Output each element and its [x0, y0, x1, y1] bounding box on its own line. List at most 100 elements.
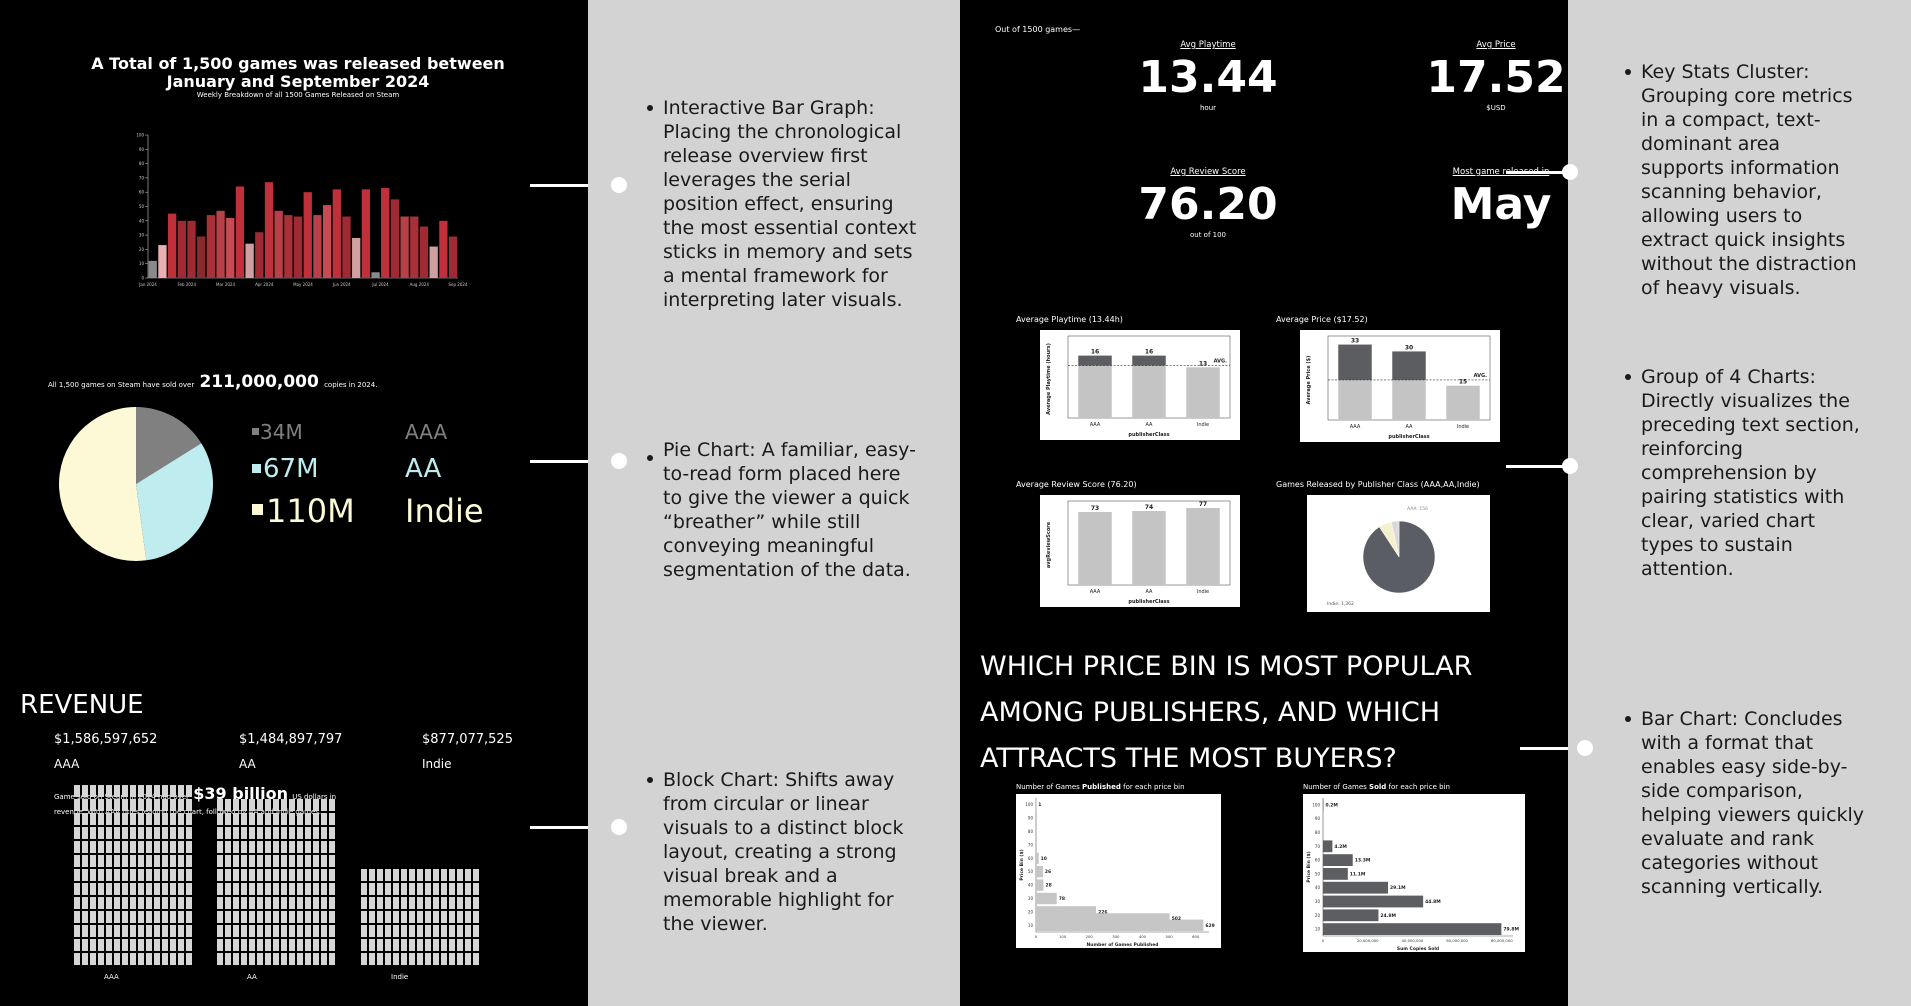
week-bar [400, 216, 409, 278]
weekly-overview-panel: A Total of 1,500 games was released betw… [0, 0, 618, 1006]
y-tick-label: 80 [1028, 829, 1034, 834]
avg-price-bar-chart[interactable]: 33 AAA 30 AA 15 Indie AVG. publisherClass Averag… [1300, 330, 1500, 442]
week-bar [410, 216, 419, 278]
revenue-block [186, 785, 192, 797]
weekly-release-bar-chart[interactable]: 0 10 20 30 40 50 60 70 80 90 100 Jan 2024 Feb 2024 Ma… [128, 130, 468, 290]
y-axis-label: avgReviewScore [1046, 521, 1052, 568]
revenue-block [417, 925, 423, 937]
revenue-block [249, 883, 255, 895]
published-per-bin-bar-chart[interactable]: 100 1 90 80 70 60 10 50 26 40 28 30 78 20 226 10 629 502 0… [1016, 794, 1221, 948]
revenue-block [257, 813, 263, 825]
revenue-block [217, 953, 223, 965]
price-bin-bar [1036, 892, 1057, 905]
revenue-block [162, 883, 168, 895]
revenue-block [465, 869, 471, 881]
revenue-block [82, 855, 88, 867]
bar-value-label: 13 [1199, 360, 1207, 367]
connector-line [1506, 465, 1576, 468]
x-tick-label: Indie [1457, 424, 1469, 430]
avg-playtime-label: Avg Playtime [1180, 40, 1236, 50]
week-bar [245, 243, 254, 278]
publisher-class-pie-chart[interactable]: AAA: 156 Indie: 1,362 [1307, 495, 1490, 612]
y-tick-label: 90 [1315, 816, 1321, 821]
revenue-block [106, 939, 112, 951]
week-bar [216, 210, 225, 278]
revenue-block [154, 785, 160, 797]
revenue-note-after: US dollars in [292, 793, 337, 801]
y-tick-label: 60 [139, 190, 145, 195]
revenue-block [74, 939, 80, 951]
revenue-block [401, 897, 407, 909]
revenue-block [473, 925, 479, 937]
revenue-block [385, 883, 391, 895]
revenue-block [114, 785, 120, 797]
revenue-block [90, 953, 96, 965]
revenue-block [146, 827, 152, 839]
x-tick-label: AAA [1350, 424, 1361, 430]
avg-review-bar-chart[interactable]: 73 AAA 74 AA 77 Indie publisherClass avgReviewS… [1040, 495, 1240, 607]
note-bullet [647, 105, 653, 111]
revenue-block [138, 813, 144, 825]
week-bar [381, 187, 390, 278]
connector-line [1506, 171, 1576, 174]
revenue-block [265, 869, 271, 881]
bar-value-label: 629 [1205, 923, 1214, 929]
week-bar [439, 220, 448, 278]
bar-value-label: 226 [1098, 909, 1107, 915]
pie-intro-total: 211,000,000 [199, 372, 319, 392]
revenue-block [98, 953, 104, 965]
revenue-block [178, 953, 184, 965]
revenue-block [393, 925, 399, 937]
avg-playtime-bar-chart[interactable]: 16 AAA 16 AA 13 Indie AVG. publisherClass Averag… [1040, 330, 1240, 440]
revenue-block [106, 897, 112, 909]
revenue-block [257, 827, 263, 839]
revenue-block [74, 911, 80, 923]
revenue-block [273, 855, 279, 867]
copies-sold-pie-chart[interactable] [57, 405, 215, 563]
revenue-block [289, 897, 295, 909]
revenue-block [122, 953, 128, 965]
revenue-block [257, 897, 263, 909]
revenue-block [265, 883, 271, 895]
revenue-block [186, 855, 192, 867]
avg-price-label: Avg Price [1476, 40, 1516, 50]
revenue-block [178, 785, 184, 797]
revenue-block [369, 925, 375, 937]
revenue-block [98, 897, 104, 909]
avg-playtime-chart-title: Average Playtime (13.44h) [1016, 315, 1123, 324]
note-bar-graph: Interactive Bar Graph: Placing the chron… [663, 97, 917, 311]
revenue-block [106, 869, 112, 881]
revenue-block [465, 925, 471, 937]
revenue-block [225, 939, 231, 951]
revenue-block [74, 813, 80, 825]
bar-value-label: 16 [1145, 349, 1153, 356]
revenue-block [122, 827, 128, 839]
revenue-block [146, 785, 152, 797]
sold-hist-title: Number of Games Sold for each price bin [1303, 783, 1450, 791]
revenue-block [289, 855, 295, 867]
revenue-block [321, 799, 327, 811]
revenue-block [369, 897, 375, 909]
revenue-block [441, 869, 447, 881]
revenue-block [106, 785, 112, 797]
revenue-block [122, 799, 128, 811]
revenue-note-line2: revenue. With AAA titles leading the cha… [54, 808, 322, 816]
revenue-block [162, 869, 168, 881]
revenue-block [281, 939, 287, 951]
revenue-block [417, 953, 423, 965]
revenue-block [114, 855, 120, 867]
revenue-block [217, 925, 223, 937]
revenue-block [178, 841, 184, 853]
y-tick-label: 70 [1315, 844, 1321, 849]
revenue-block [170, 799, 176, 811]
y-tick-label: 20 [1315, 913, 1321, 918]
x-tick-label: Indie [1197, 422, 1209, 428]
revenue-block [313, 925, 319, 937]
revenue-block [321, 925, 327, 937]
revenue-block [289, 813, 295, 825]
bar-above-avg [1078, 355, 1112, 366]
revenue-block [417, 869, 423, 881]
note-bullet [1625, 374, 1631, 380]
y-axis-label: Average Price ($) [1306, 356, 1312, 405]
